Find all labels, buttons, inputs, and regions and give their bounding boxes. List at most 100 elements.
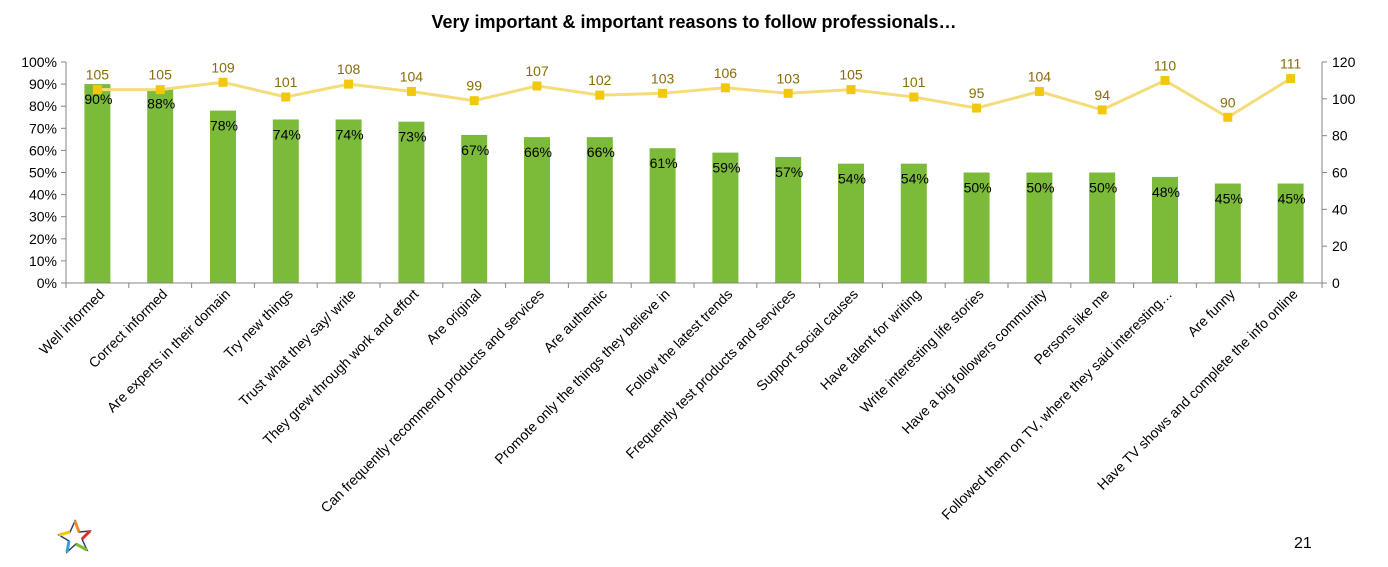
bar-value-label: 78%	[210, 118, 238, 134]
category-label: Trust what they say/ write	[236, 286, 359, 409]
chart-title: Very important & important reasons to fo…	[431, 12, 957, 32]
line-value-label: 108	[337, 61, 361, 77]
line-value-label: 105	[149, 67, 173, 83]
line-point	[218, 77, 228, 87]
line-value-label: 90	[1220, 94, 1236, 110]
axes-layer: 0% 10% 20% 30% 40% 50% 60% 70% 80% 90% 100% 0 20 40 60…	[21, 54, 1355, 291]
category-label: Are funny	[1184, 286, 1238, 340]
bar	[900, 163, 927, 283]
line-value-label: 95	[969, 85, 985, 101]
y-right-tick-label: 40	[1332, 201, 1348, 217]
bar	[147, 88, 174, 284]
line-point	[1160, 75, 1170, 85]
bar-value-label: 54%	[838, 171, 866, 187]
line-value-label: 104	[400, 68, 424, 84]
page-number: 21	[1294, 535, 1312, 552]
bar-value-label: 54%	[901, 171, 929, 187]
y-right-tick-label: 80	[1332, 128, 1348, 144]
y-right-tick-label: 20	[1332, 238, 1348, 254]
bar-value-label: 45%	[1215, 191, 1243, 207]
bar	[838, 163, 864, 283]
y-left-tick-label: 100%	[21, 54, 57, 70]
star-burst-logo-icon	[57, 519, 92, 554]
bar	[84, 84, 111, 283]
category-label: Followed them on TV, where they said int…	[938, 286, 1175, 523]
line-value-label: 107	[525, 63, 549, 79]
bar-value-label: 50%	[1026, 180, 1054, 196]
line-point	[595, 90, 605, 100]
line-point	[281, 92, 291, 102]
y-right-tick-label: 120	[1332, 54, 1356, 70]
bar	[775, 157, 802, 283]
y-right-tick-label: 60	[1332, 165, 1348, 181]
bar-value-label: 50%	[964, 180, 992, 196]
line-value-label: 94	[1094, 87, 1110, 103]
bars-layer	[84, 84, 1304, 284]
bar	[586, 137, 613, 283]
line-value-label: 109	[211, 59, 235, 75]
bar-value-label: 66%	[587, 144, 615, 160]
y-right-tick-label: 0	[1332, 275, 1340, 291]
y-left-tick-label: 60%	[29, 142, 57, 158]
bar	[335, 119, 362, 284]
y-left-tick-label: 40%	[29, 187, 57, 203]
bar	[524, 137, 550, 283]
y-left-tick-label: 50%	[29, 165, 57, 181]
bar	[1277, 183, 1304, 283]
category-label: Are original	[423, 286, 484, 347]
category-label: Are authentic	[540, 286, 610, 356]
y-left-tick-label: 30%	[29, 209, 57, 225]
bar-value-label: 73%	[398, 129, 426, 145]
category-label: Can frequently recommend products and se…	[317, 286, 547, 516]
y-right-tick-label: 100	[1332, 91, 1356, 107]
bar	[461, 134, 488, 283]
labels-layer: 90% 88% 78% 74% 74% 73% 67% 66% 66% 61% 59% 57% 54% 5…	[36, 56, 1306, 523]
bar	[712, 152, 739, 283]
line-value-label: 99	[466, 78, 482, 94]
line-point	[469, 96, 479, 106]
line-point	[406, 86, 416, 96]
line-point	[658, 88, 668, 98]
bar-value-label: 61%	[650, 155, 678, 171]
line-value-label: 103	[651, 70, 675, 86]
y-left-tick-label: 70%	[29, 120, 57, 136]
bar-value-label: 90%	[84, 91, 112, 107]
y-left-tick-label: 80%	[29, 98, 57, 114]
line-point	[846, 85, 856, 95]
line-value-label: 101	[902, 74, 926, 90]
index-line	[97, 77, 1292, 120]
line-point	[1286, 74, 1296, 84]
line-point	[344, 79, 354, 89]
line-value-label: 110	[1154, 57, 1177, 73]
category-label: Write interesting life stories	[857, 286, 987, 416]
bar	[272, 119, 299, 284]
line-point	[92, 85, 102, 95]
bar-value-label: 74%	[336, 126, 364, 142]
line-point	[532, 81, 542, 91]
y-left-tick-label: 0%	[37, 275, 57, 291]
line-value-label: 105	[86, 67, 110, 83]
line-point	[1223, 112, 1233, 122]
bar	[210, 110, 236, 284]
y-left-tick-label: 20%	[29, 231, 57, 247]
bar	[1089, 172, 1116, 283]
line-point	[720, 83, 730, 93]
line-layer	[92, 74, 1296, 122]
line-point	[972, 103, 982, 113]
line-point	[909, 92, 919, 102]
y-left-tick-label: 10%	[29, 253, 57, 269]
category-label: Follow the latest trends	[622, 286, 735, 399]
bar-value-label: 59%	[712, 160, 740, 176]
bar-value-label: 57%	[775, 164, 803, 180]
line-value-label: 103	[777, 70, 801, 86]
bar-value-label: 88%	[147, 96, 175, 112]
bar	[963, 172, 990, 283]
bar-value-label: 50%	[1089, 180, 1117, 196]
line-value-label: 106	[714, 65, 738, 81]
line-value-label: 105	[839, 67, 863, 83]
y-left-tick-label: 90%	[29, 76, 57, 92]
bar	[1214, 183, 1241, 283]
line-value-label: 101	[274, 74, 298, 90]
line-value-label: 111	[1280, 56, 1301, 72]
